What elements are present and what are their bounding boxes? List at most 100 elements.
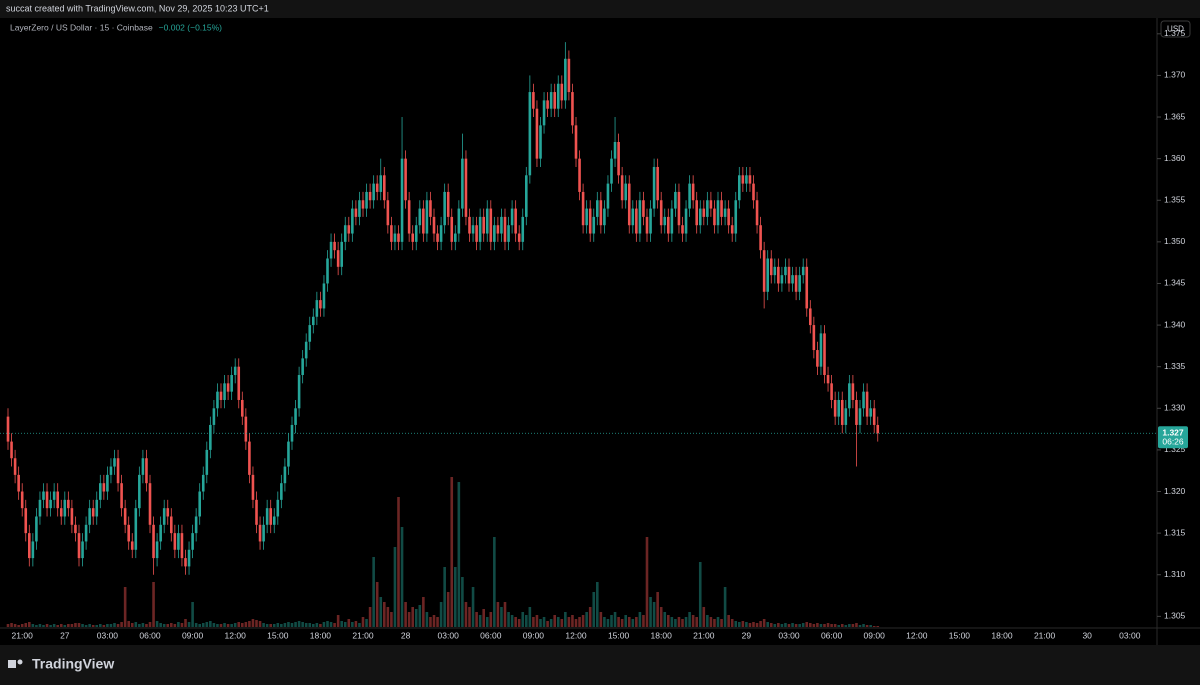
volume-bar (258, 621, 262, 627)
x-tick-label: 28 (401, 630, 411, 640)
volume-bar (198, 624, 201, 627)
volume-bar (280, 624, 283, 627)
candle-body (251, 474, 255, 500)
volume-bar (38, 624, 42, 627)
candle-body (180, 533, 184, 559)
x-tick-label: 21:00 (693, 630, 715, 640)
volume-bar (865, 625, 869, 627)
candle-body (752, 183, 755, 201)
volume-bar (833, 624, 837, 627)
candle-body (794, 275, 798, 292)
candle-body (84, 524, 88, 542)
candle-body (759, 225, 762, 251)
volume-bar (571, 615, 574, 627)
candle-body (688, 183, 691, 209)
candle-body (833, 399, 837, 417)
volume-bar (642, 615, 645, 627)
candle-body (471, 225, 475, 234)
volume-bar (450, 477, 454, 627)
volume-bar (606, 619, 610, 627)
y-tick-label: 1.305 (1164, 611, 1186, 621)
x-tick-label: 06:00 (480, 630, 502, 640)
candle-body (549, 92, 553, 109)
candle-body (606, 183, 610, 209)
candle-body (667, 216, 670, 234)
candle-body (809, 308, 812, 326)
y-tick-label: 1.315 (1164, 527, 1186, 537)
candle-body (478, 216, 482, 242)
candle-body (532, 92, 535, 109)
candle-body (375, 183, 379, 192)
price-change: −0.002 (−0.15%) (159, 22, 222, 32)
volume-bar (432, 615, 436, 627)
candle-body (698, 208, 702, 226)
candle-body (560, 83, 564, 101)
volume-bar (617, 617, 620, 627)
currency[interactable]: USD (1167, 25, 1184, 34)
volume-bar (507, 612, 510, 627)
y-tick-label: 1.365 (1164, 111, 1186, 121)
candle-body (6, 416, 10, 442)
candle-body (840, 399, 844, 425)
volume-bar (496, 602, 500, 627)
candle-body (95, 499, 99, 517)
candle-body (287, 441, 290, 467)
volume-bar (876, 626, 880, 627)
candle-body (248, 441, 251, 475)
candle-body (830, 383, 833, 400)
candle-body (514, 208, 517, 234)
volume-bar (869, 625, 872, 627)
candle-body (805, 266, 809, 309)
y-tick-label: 1.370 (1164, 70, 1186, 80)
candle-body (855, 399, 858, 425)
candle-body (358, 200, 361, 217)
volume-bar (127, 621, 130, 627)
volume-bar (24, 623, 28, 627)
x-tick-label: 09:00 (864, 630, 886, 640)
volume-bar (95, 625, 99, 627)
candle-body (695, 200, 698, 226)
candle-body (457, 208, 461, 234)
volume-bar (400, 527, 404, 627)
volume-bar (670, 617, 674, 627)
volume-bar (397, 497, 400, 627)
volume-bar (336, 615, 340, 627)
candle-body (510, 208, 514, 226)
volume-bar (45, 624, 49, 627)
candle-body (741, 175, 745, 184)
volume-bar (457, 482, 461, 627)
volume-bar (809, 623, 812, 627)
volume-bar (347, 619, 351, 627)
countdown: 06:26 (1162, 437, 1184, 447)
volume-bar (706, 615, 709, 627)
candle-body (837, 399, 840, 417)
currency-button[interactable] (1160, 20, 1191, 38)
candle-body (177, 533, 180, 550)
volume-bar (120, 622, 123, 627)
volume-bar (201, 623, 205, 627)
volume-bar (237, 622, 241, 627)
volume-bar (574, 619, 578, 627)
volume-bar (471, 587, 475, 627)
volume-bar (113, 623, 116, 627)
x-tick-label: 15:00 (949, 630, 971, 640)
candle-body (652, 166, 656, 209)
volume-bar (762, 619, 766, 627)
candle-body (517, 233, 521, 242)
volume-bar (297, 621, 301, 627)
candle-body (525, 175, 528, 217)
candle-body (777, 266, 780, 284)
volume-bar (130, 623, 134, 627)
volume-bar (290, 623, 294, 627)
candle-body (617, 141, 620, 176)
candle-body (418, 208, 422, 226)
volume-bar (684, 617, 688, 627)
x-tick-label: 15:00 (267, 630, 289, 640)
candle-body (635, 208, 638, 234)
volume-bar (429, 617, 432, 627)
candle-body (258, 524, 262, 542)
candle-body (351, 208, 354, 234)
candle-body (464, 158, 468, 217)
candle-body (194, 516, 198, 534)
volume-bar (564, 612, 567, 627)
